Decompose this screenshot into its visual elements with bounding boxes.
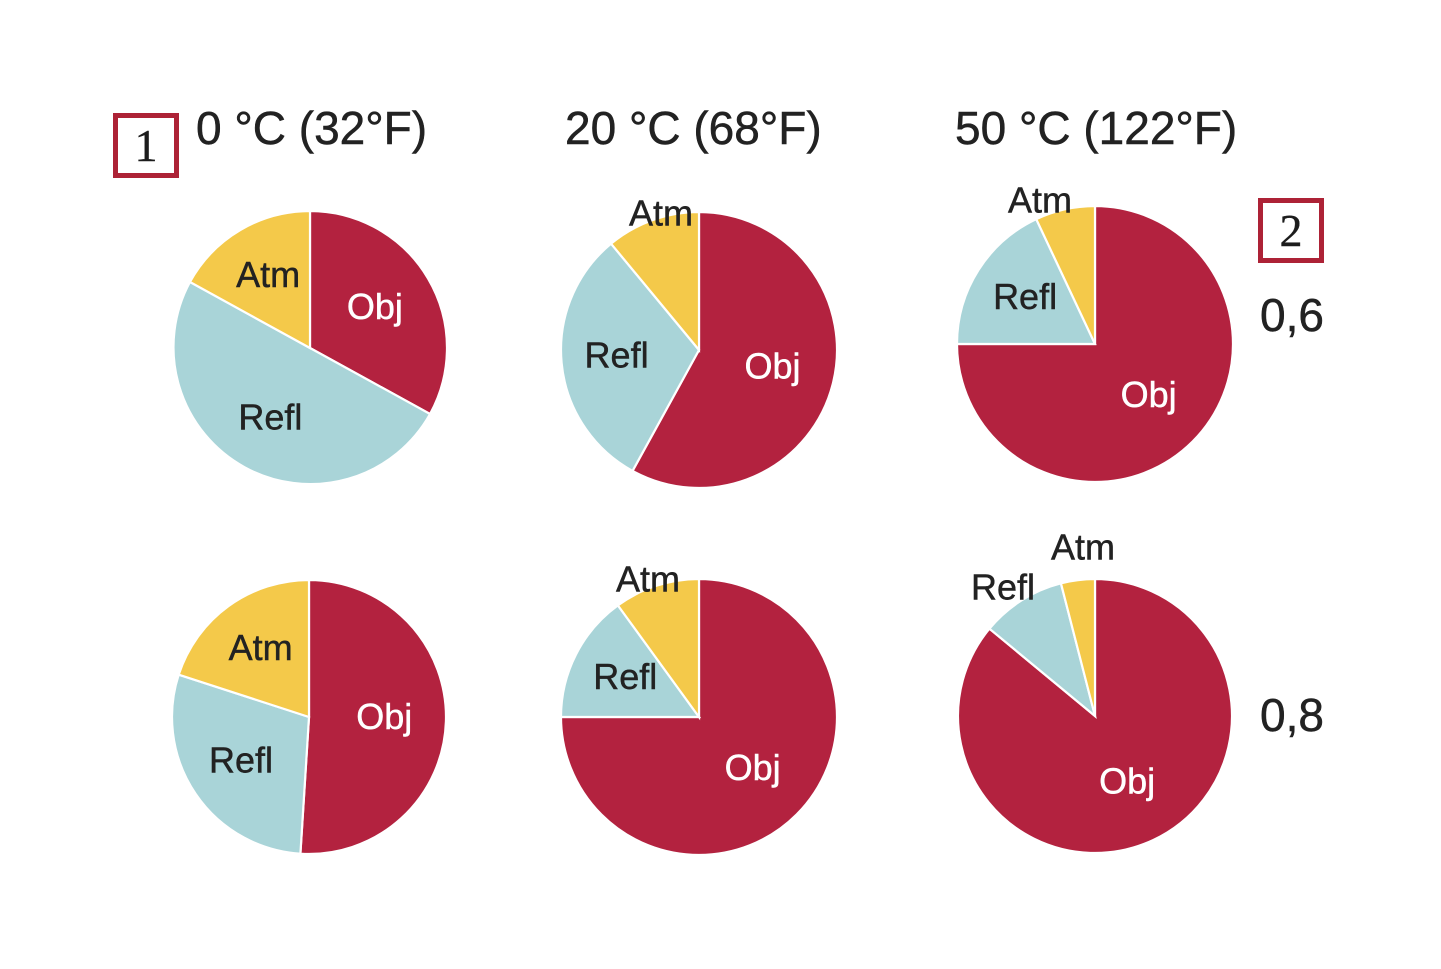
svg-text:Refl: Refl <box>585 334 649 375</box>
svg-text:Refl: Refl <box>209 740 273 781</box>
svg-text:Refl: Refl <box>238 397 302 438</box>
svg-text:Refl: Refl <box>593 656 657 697</box>
svg-text:Atm: Atm <box>1008 180 1072 221</box>
svg-text:Obj: Obj <box>745 345 801 386</box>
svg-text:Atm: Atm <box>236 254 300 295</box>
svg-text:Atm: Atm <box>629 193 693 234</box>
svg-text:Obj: Obj <box>1099 761 1155 802</box>
svg-text:Atm: Atm <box>616 559 680 600</box>
svg-text:Obj: Obj <box>725 747 781 788</box>
svg-text:Refl: Refl <box>971 567 1035 608</box>
svg-text:Refl: Refl <box>993 276 1057 317</box>
svg-text:Obj: Obj <box>347 286 403 327</box>
svg-text:Obj: Obj <box>356 696 412 737</box>
svg-text:Obj: Obj <box>1121 374 1177 415</box>
svg-text:Atm: Atm <box>1051 527 1115 568</box>
svg-text:Atm: Atm <box>229 627 293 668</box>
